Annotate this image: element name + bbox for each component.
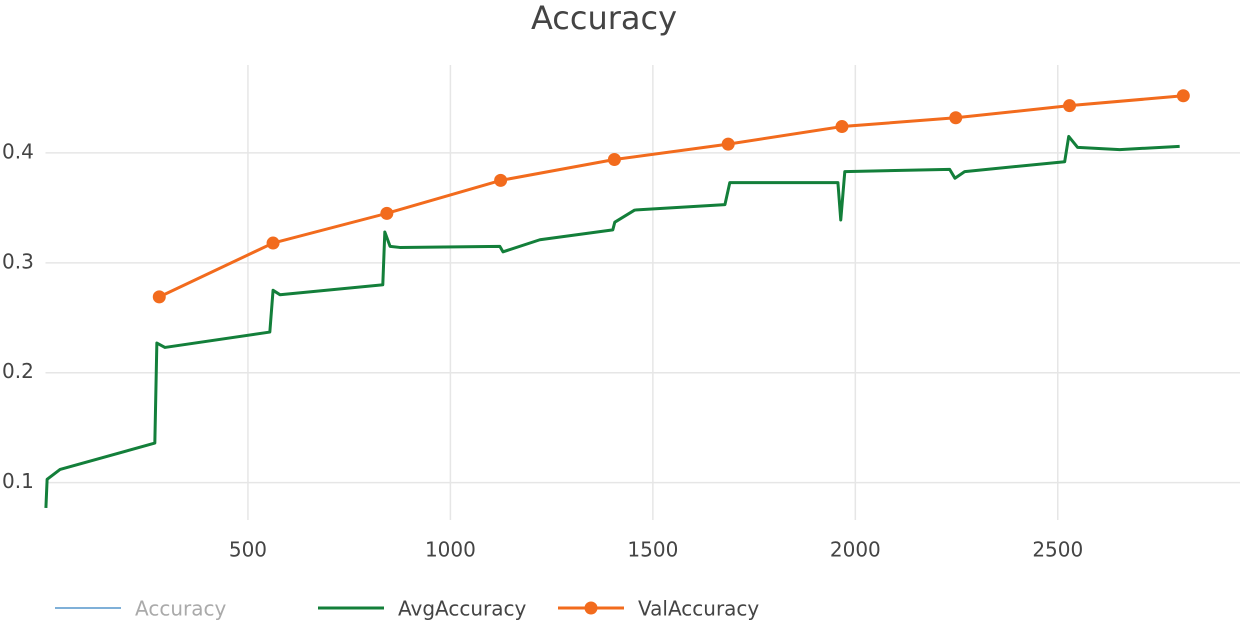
y-tick-label: 0.3: [2, 249, 34, 273]
marker: [380, 206, 394, 220]
line: [158, 94, 1184, 299]
marker: [835, 120, 849, 134]
y-tick-label: 0.4: [2, 139, 34, 163]
marker: [607, 153, 621, 167]
line: [44, 134, 1180, 508]
marker: [1063, 99, 1077, 113]
marker: [494, 173, 508, 187]
x-tick-label: 2500: [1032, 538, 1083, 562]
x-tick-label: 1000: [425, 538, 476, 562]
marker: [1176, 89, 1190, 103]
legend-label: AvgAccuracy: [398, 597, 527, 621]
y-tick-label: 0.2: [2, 359, 34, 383]
marker: [721, 137, 735, 151]
x-tick-label: 500: [229, 538, 267, 562]
marker: [152, 290, 166, 304]
marker: [949, 111, 963, 125]
x-tick-label: 2000: [830, 538, 881, 562]
legend-marker: [584, 601, 598, 615]
marker: [266, 236, 280, 250]
legend-label: ValAccuracy: [638, 597, 759, 621]
y-tick-label: 0.1: [2, 469, 34, 493]
x-tick-label: 1500: [627, 538, 678, 562]
chart-title: Accuracy: [531, 0, 677, 37]
legend-label: Accuracy: [135, 597, 226, 621]
